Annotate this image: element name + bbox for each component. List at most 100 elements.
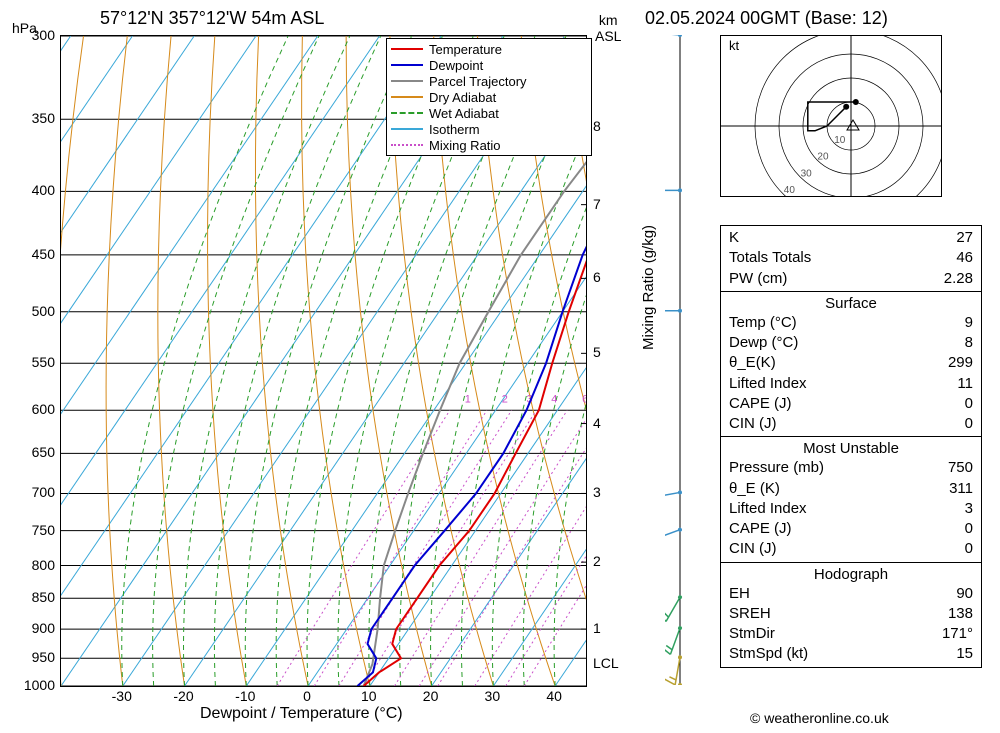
legend-label: Mixing Ratio bbox=[429, 138, 501, 153]
legend-item: Dewpoint bbox=[391, 57, 587, 73]
legend-label: Dry Adiabat bbox=[429, 90, 496, 105]
info-key: Totals Totals bbox=[729, 248, 811, 268]
wind-barb-strip bbox=[665, 35, 715, 685]
ytick-hpa: 850 bbox=[15, 589, 55, 605]
info-row: CAPE (J) 0 bbox=[729, 519, 973, 539]
info-key: Temp (°C) bbox=[729, 313, 797, 333]
info-row: EH 90 bbox=[729, 584, 973, 604]
info-row: CAPE (J)0 bbox=[729, 394, 973, 414]
info-key: PW (cm) bbox=[729, 269, 787, 289]
info-row: Lifted Index 3 bbox=[729, 499, 973, 519]
info-row: Dewp (°C) 8 bbox=[729, 333, 973, 353]
ytick-hpa: 700 bbox=[15, 484, 55, 500]
legend-label: Wet Adiabat bbox=[429, 106, 499, 121]
ytick-hpa: 600 bbox=[15, 401, 55, 417]
ytick-km: 6 bbox=[593, 269, 601, 285]
ytick-km: 1 bbox=[593, 620, 601, 636]
legend-item: Isotherm bbox=[391, 121, 587, 137]
legend-item: Temperature bbox=[391, 41, 587, 57]
info-key: θ_E (K) bbox=[729, 479, 780, 499]
info-key: K bbox=[729, 228, 739, 248]
info-row: CIN (J) 0 bbox=[729, 539, 973, 559]
info-row: SREH 138 bbox=[729, 604, 973, 624]
ytick-hpa: 450 bbox=[15, 246, 55, 262]
info-key: SREH bbox=[729, 604, 771, 624]
info-value: 27 bbox=[956, 228, 973, 248]
info-key: Lifted Index bbox=[729, 374, 807, 394]
svg-text:1: 1 bbox=[465, 394, 471, 406]
info-key: StmDir bbox=[729, 624, 775, 644]
ytick-hpa: 300 bbox=[15, 27, 55, 43]
svg-text:40: 40 bbox=[784, 185, 796, 196]
info-row: θ_E (K) 311 bbox=[729, 479, 973, 499]
svg-text:20: 20 bbox=[817, 152, 829, 163]
info-key: EH bbox=[729, 584, 750, 604]
indices-table: K 27 Totals Totals 46 PW (cm) 2.28 SurfaceTemp… bbox=[720, 225, 982, 668]
ytick-hpa: 500 bbox=[15, 303, 55, 319]
info-value: 0 bbox=[965, 539, 973, 559]
ylabel-mixing: Mixing Ratio (g/kg) bbox=[640, 225, 657, 350]
svg-text:10: 10 bbox=[834, 135, 846, 146]
svg-text:6: 6 bbox=[582, 394, 586, 406]
ytick-hpa: 1000 bbox=[15, 677, 55, 693]
xtick: -20 bbox=[164, 688, 204, 704]
ytick-km: 2 bbox=[593, 553, 601, 569]
info-row: PW (cm) 2.28 bbox=[729, 269, 973, 289]
lcl-label: LCL bbox=[593, 655, 619, 671]
info-value: 0 bbox=[965, 519, 973, 539]
info-value: 2.28 bbox=[944, 269, 973, 289]
info-row: StmSpd (kt) 15 bbox=[729, 644, 973, 664]
ytick-km: 8 bbox=[593, 118, 601, 134]
info-value: 46 bbox=[956, 248, 973, 268]
info-value: 750 bbox=[948, 458, 973, 478]
info-row: θ_E(K)299 bbox=[729, 353, 973, 373]
ylabel-km: km ASL bbox=[595, 12, 621, 44]
info-value: 0 bbox=[965, 394, 973, 414]
legend-label: Isotherm bbox=[429, 122, 480, 137]
ytick-hpa: 900 bbox=[15, 620, 55, 636]
info-key: CAPE (J) bbox=[729, 519, 792, 539]
ytick-hpa: 950 bbox=[15, 649, 55, 665]
hodograph: 10203040kt bbox=[720, 35, 942, 197]
section-header: Surface bbox=[729, 294, 973, 313]
xtick: 10 bbox=[349, 688, 389, 704]
info-key: CIN (J) bbox=[729, 414, 777, 434]
legend-item: Parcel Trajectory bbox=[391, 73, 587, 89]
info-value: 3 bbox=[965, 499, 973, 519]
info-row: Temp (°C) 9 bbox=[729, 313, 973, 333]
info-key: Dewp (°C) bbox=[729, 333, 798, 353]
info-value: 90 bbox=[956, 584, 973, 604]
svg-text:kt: kt bbox=[729, 38, 740, 53]
legend-label: Dewpoint bbox=[429, 58, 483, 73]
info-row: Lifted Index11 bbox=[729, 374, 973, 394]
ytick-km: 3 bbox=[593, 484, 601, 500]
info-key: Lifted Index bbox=[729, 499, 807, 519]
title-left: 57°12'N 357°12'W 54m ASL bbox=[100, 8, 324, 29]
info-value: 9 bbox=[965, 313, 973, 333]
info-value: 8 bbox=[965, 333, 973, 353]
info-row: CIN (J) 0 bbox=[729, 414, 973, 434]
info-key: Pressure (mb) bbox=[729, 458, 824, 478]
xtick: 0 bbox=[287, 688, 327, 704]
xtick: -10 bbox=[225, 688, 265, 704]
svg-text:4: 4 bbox=[551, 394, 557, 406]
info-key: StmSpd (kt) bbox=[729, 644, 808, 664]
info-value: 15 bbox=[956, 644, 973, 664]
info-value: 299 bbox=[948, 353, 973, 373]
credit: © weatheronline.co.uk bbox=[750, 710, 889, 726]
info-row: StmDir 171° bbox=[729, 624, 973, 644]
ytick-km: 5 bbox=[593, 344, 601, 360]
ytick-hpa: 400 bbox=[15, 182, 55, 198]
info-value: 0 bbox=[965, 414, 973, 434]
info-value: 171° bbox=[942, 624, 973, 644]
info-value: 311 bbox=[949, 479, 973, 499]
xtick: -30 bbox=[102, 688, 142, 704]
info-row: Totals Totals 46 bbox=[729, 248, 973, 268]
info-row: K 27 bbox=[729, 228, 973, 248]
legend-label: Temperature bbox=[429, 42, 502, 57]
info-value: 138 bbox=[948, 604, 973, 624]
xlabel: Dewpoint / Temperature (°C) bbox=[200, 705, 403, 723]
ytick-hpa: 750 bbox=[15, 522, 55, 538]
info-key: CIN (J) bbox=[729, 539, 777, 559]
legend: TemperatureDewpointParcel TrajectoryDry … bbox=[386, 38, 592, 156]
